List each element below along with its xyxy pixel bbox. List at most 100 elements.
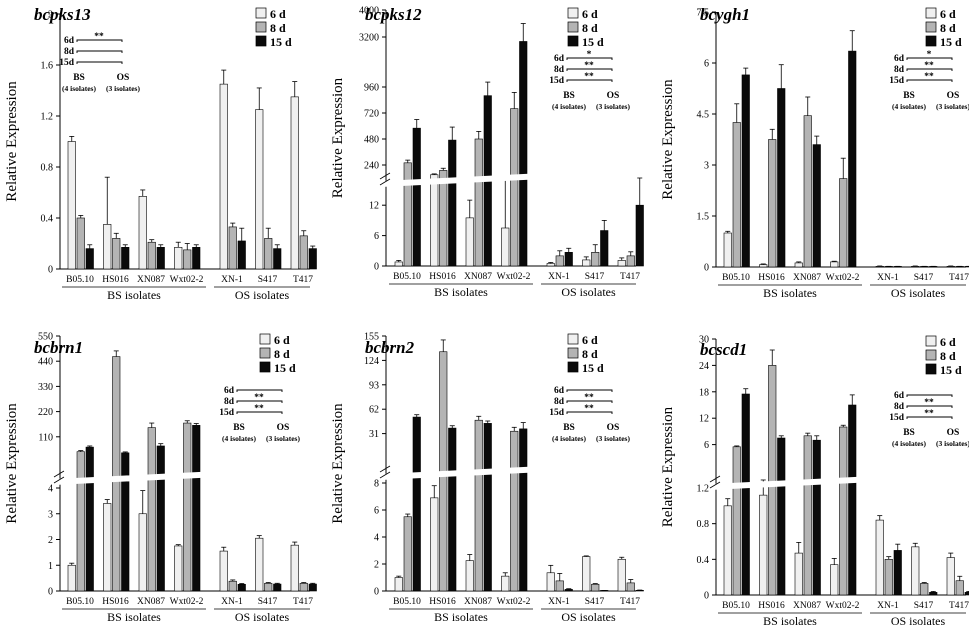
axis-break-mark bbox=[709, 481, 721, 489]
x-tick-label: S417 bbox=[914, 601, 934, 611]
bar-6d-Wxt02-2 bbox=[174, 545, 183, 592]
legend-swatch bbox=[567, 21, 579, 33]
legend-swatch bbox=[925, 7, 937, 19]
sig-row-label: 6d bbox=[554, 386, 565, 396]
group-label-os: OS isolates bbox=[561, 610, 616, 624]
sig-left-sub: (4 isolates) bbox=[892, 102, 926, 111]
bar-6d-HS016 bbox=[103, 503, 112, 592]
x-tick-label: S417 bbox=[258, 597, 278, 607]
bar-6d-T417 bbox=[946, 266, 955, 268]
y-tick-label: 1.2 bbox=[41, 112, 54, 123]
legend-label: 15 d bbox=[940, 363, 962, 377]
y-tick-label: 8 bbox=[374, 479, 379, 490]
sig-right-label: OS bbox=[607, 91, 620, 101]
legend-label: 15 d bbox=[940, 35, 962, 49]
bar-8d-XN-1 bbox=[228, 226, 237, 270]
bar-8d-XN-1 bbox=[884, 559, 893, 596]
y-axis-label: Relative Expression bbox=[4, 81, 20, 202]
legend-label: 15 d bbox=[274, 361, 296, 375]
y-tick-label: 240 bbox=[364, 161, 379, 172]
y-axis-label: Relative Expression bbox=[330, 77, 346, 198]
x-tick-label: B05.10 bbox=[722, 273, 750, 283]
y-tick-label: 2 bbox=[48, 535, 53, 546]
x-tick-label: Wxt02-2 bbox=[170, 275, 204, 285]
legend-swatch bbox=[255, 35, 267, 47]
bar-15d-XN-1 bbox=[893, 550, 902, 596]
bar-6d-XN-1 bbox=[219, 83, 228, 270]
y-tick-label: 0 bbox=[704, 263, 709, 274]
sig-bracket bbox=[566, 68, 613, 71]
sig-row-label: 15d bbox=[889, 413, 905, 423]
sig-bracket bbox=[906, 68, 953, 71]
sig-left-label: BS bbox=[233, 423, 245, 433]
panel-title: bcscd1 bbox=[700, 340, 747, 359]
sig-left-label: BS bbox=[903, 428, 915, 438]
x-tick-label: Wxt02-2 bbox=[826, 273, 860, 283]
legend-swatch bbox=[925, 35, 937, 47]
sig-right-sub: (3 isolates) bbox=[596, 434, 630, 443]
legend-label: 6 d bbox=[582, 7, 598, 21]
legend-swatch bbox=[567, 35, 579, 47]
sig-star: ** bbox=[254, 404, 264, 414]
legend-swatch bbox=[925, 21, 937, 33]
bar-8d-Wxt02-2 bbox=[510, 108, 519, 267]
bar-8d-S417 bbox=[264, 238, 273, 270]
bar-8d-S417 bbox=[591, 252, 600, 267]
y-tick-label: 7.5 bbox=[697, 8, 710, 19]
sig-bracket bbox=[76, 61, 123, 64]
sig-left-label: BS bbox=[903, 91, 915, 101]
sig-right-label: OS bbox=[277, 423, 290, 433]
sig-row-label: 8d bbox=[64, 47, 75, 57]
bar-15d-B05.10 bbox=[741, 393, 750, 596]
y-tick-label: 0 bbox=[704, 591, 709, 602]
y-tick-label: 0.4 bbox=[697, 555, 710, 566]
bar-8d-Wxt02-2 bbox=[510, 430, 519, 592]
x-tick-label: T417 bbox=[620, 597, 640, 607]
bar-6d-B05.10 bbox=[723, 232, 732, 268]
sig-bracket bbox=[76, 50, 123, 53]
x-tick-label: S417 bbox=[914, 273, 934, 283]
axis-break-mark bbox=[379, 178, 391, 186]
legend-label: 8 d bbox=[582, 21, 598, 35]
bar-15d-XN-1 bbox=[564, 589, 573, 592]
y-axis-label: Relative Expression bbox=[4, 403, 20, 524]
bar-6d-XN-1 bbox=[875, 519, 884, 596]
legend-swatch bbox=[259, 333, 271, 345]
legend-label: 6 d bbox=[274, 333, 290, 347]
bar-6d-Wxt02-2 bbox=[174, 247, 183, 270]
x-tick-label: HS016 bbox=[102, 597, 129, 607]
y-tick-label: 62 bbox=[369, 405, 379, 416]
bar-8d-XN087 bbox=[803, 435, 812, 596]
bar-15d-Wxt02-2 bbox=[192, 425, 201, 592]
bar-15d-B05.10 bbox=[412, 416, 421, 592]
sig-right-sub: (3 isolates) bbox=[596, 102, 630, 111]
sig-bracket bbox=[906, 405, 953, 408]
bar-15d-HS016 bbox=[448, 427, 457, 592]
bar-15d-HS016 bbox=[121, 452, 130, 592]
bar-6d-XN087 bbox=[465, 560, 474, 592]
axis-break-mark bbox=[53, 476, 65, 484]
y-tick-label: 0.8 bbox=[697, 519, 710, 530]
bar-8d-T417 bbox=[299, 582, 308, 592]
bar-8d-HS016 bbox=[112, 356, 121, 592]
sig-bracket bbox=[236, 389, 283, 392]
sig-star: ** bbox=[924, 72, 934, 82]
bar-6d-B05.10 bbox=[394, 261, 403, 267]
panel-bcpks13: bcpks13 Relative Expression 0 0.4 0.8 1.2 1.6 2… bbox=[4, 5, 317, 302]
y-tick-label: 0 bbox=[48, 265, 53, 276]
y-tick-label: 18 bbox=[699, 387, 709, 398]
bar-6d-XN087 bbox=[138, 196, 147, 270]
sig-bracket bbox=[236, 411, 283, 414]
legend-swatch bbox=[259, 347, 271, 359]
bar-6d-HS016 bbox=[430, 174, 439, 267]
x-tick-label: XN087 bbox=[793, 601, 821, 611]
y-tick-label: 960 bbox=[364, 83, 379, 94]
sig-star: ** bbox=[584, 72, 594, 82]
legend-label: 15 d bbox=[270, 35, 292, 49]
x-tick-label: T417 bbox=[293, 597, 313, 607]
bar-8d-XN-1 bbox=[555, 580, 564, 592]
bar-8d-Wxt02-2 bbox=[839, 426, 848, 596]
x-tick-label: T417 bbox=[949, 601, 969, 611]
bar-6d-XN-1 bbox=[875, 266, 884, 268]
bar-6d-B05.10 bbox=[723, 505, 732, 596]
